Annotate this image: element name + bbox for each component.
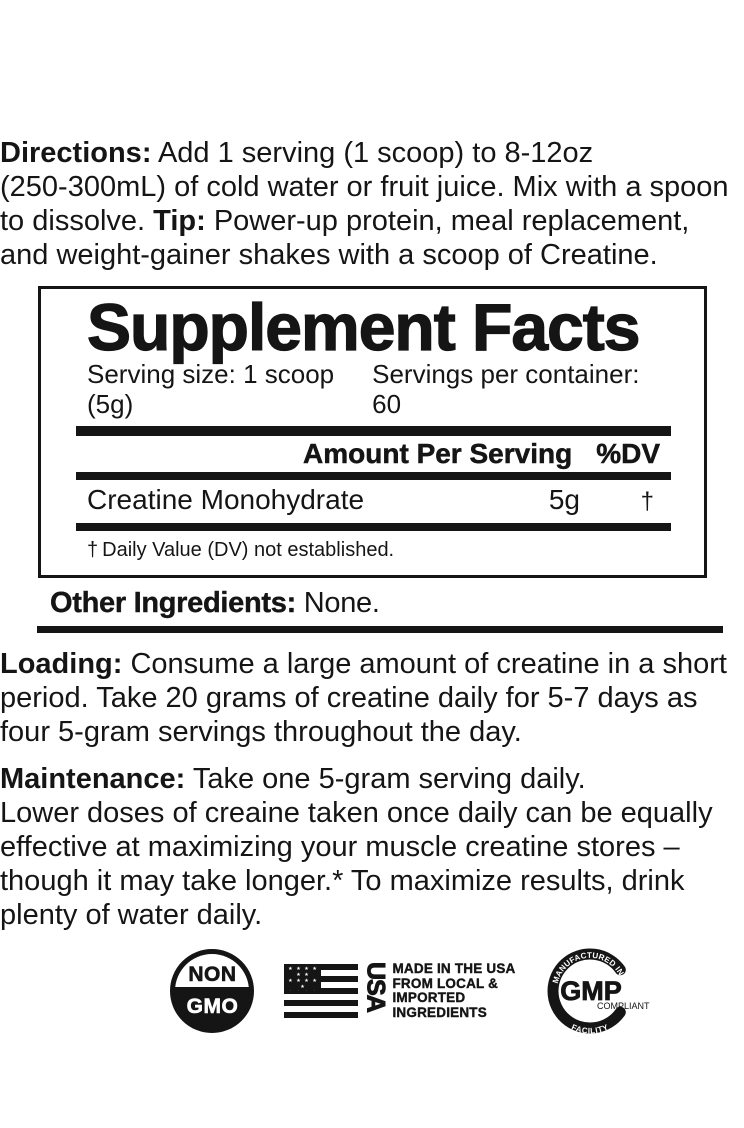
- made-in-usa-caption: MADE IN THE USA FROM LOCAL & IMPORTED IN…: [392, 961, 516, 1020]
- other-ingredients-line: Other Ingredients: None.: [50, 586, 744, 620]
- loading-paragraph: Loading: Consume a large amount of creat…: [0, 647, 744, 749]
- servings-per-container: Servings per container: 60: [372, 359, 640, 419]
- loading-label: Loading:: [0, 648, 123, 680]
- footnote-text: Daily Value (DV) not established.: [102, 539, 395, 561]
- amount-per-serving-label: Amount Per Serving: [303, 438, 573, 469]
- gmp-subtitle-label: COMPLIANT: [597, 1001, 650, 1011]
- non-gmo-divider: [175, 987, 250, 993]
- divider-thick-bar: [76, 426, 671, 436]
- other-ingredients-value: None.: [303, 587, 380, 619]
- loading-text: Consume a large amount of creatine in a …: [0, 648, 727, 748]
- non-gmo-badge-icon: NON GMO: [170, 949, 255, 1033]
- maintenance-label: Maintenance:: [0, 763, 186, 795]
- made-in-usa-badge: ★ ★ ★ ★ ★ ★ ★ ★ ★ ★ ★ ★ ★ ★ ★ ★ ★ ★ ★ ★ …: [284, 961, 516, 1020]
- certification-badges-row: NON GMO ★ ★ ★ ★ ★ ★ ★ ★ ★ ★ ★ ★ ★ ★ ★ ★ …: [0, 945, 744, 1037]
- other-ingredients-label: Other Ingredients:: [50, 587, 297, 619]
- serving-info-row: Serving size: 1 scoop (5g) Servings per …: [87, 359, 660, 419]
- non-gmo-bottom-label: GMO: [175, 993, 250, 1028]
- svg-text:FACILITY: FACILITY: [570, 1023, 610, 1036]
- directions-text: Add 1 serving (1 scoop) to 8-12oz (250-3…: [0, 137, 729, 237]
- divider-medium-bar: [76, 523, 671, 531]
- maintenance-paragraph: Maintenance: Take one 5-gram serving dai…: [0, 762, 744, 932]
- dv-header: %DV: [596, 438, 660, 469]
- maintenance-text: Take one 5-gram serving daily. Lower dos…: [0, 763, 713, 931]
- ingredient-amount: 5g: [548, 484, 580, 515]
- gmp-center-label: GMP: [560, 976, 622, 1006]
- dv-footnote: † Daily Value (DV) not established.: [87, 531, 660, 575]
- non-gmo-top-label: NON: [175, 954, 250, 987]
- horizontal-rule: [37, 626, 723, 633]
- gmp-ring: [547, 948, 626, 1034]
- ingredient-dv: †: [640, 488, 654, 515]
- facts-title: Supplement Facts: [86, 290, 641, 364]
- directions-paragraph: Directions: Add 1 serving (1 scoop) to 8…: [0, 0, 744, 272]
- usa-vertical-label: USA: [361, 962, 390, 1013]
- ingredient-name: Creatine Monohydrate: [87, 484, 365, 515]
- serving-size: Serving size: 1 scoop (5g): [87, 359, 335, 419]
- gmp-compliant-badge-icon: MANUFACTURED IN A FACILITY GMP COMPLIANT: [546, 945, 650, 1037]
- gmp-arc-bottom-label: FACILITY: [570, 1023, 610, 1036]
- star-row: ★ ★ ★ ★ ★ ★: [288, 966, 318, 978]
- tip-text: Power-up protein, meal replacement, and …: [0, 205, 690, 271]
- amount-per-serving-header: Amount Per Serving %DV: [87, 436, 660, 472]
- tip-label: Tip:: [153, 205, 206, 237]
- directions-label: Directions:: [0, 137, 152, 169]
- star-row: ★ ★ ★ ★ ★ ★: [284, 990, 321, 991]
- dagger-icon: †: [87, 539, 99, 561]
- star-row: ★ ★ ★ ★ ★: [288, 978, 318, 990]
- supplement-facts-panel: Supplement Facts Serving size: 1 scoop (…: [38, 286, 707, 578]
- divider-medium-bar: [76, 472, 671, 480]
- flag-stars: ★ ★ ★ ★ ★ ★ ★ ★ ★ ★ ★ ★ ★ ★ ★ ★ ★ ★ ★ ★ …: [284, 964, 322, 991]
- ingredient-row: Creatine Monohydrate 5g †: [87, 480, 660, 523]
- us-flag-icon: ★ ★ ★ ★ ★ ★ ★ ★ ★ ★ ★ ★ ★ ★ ★ ★ ★ ★ ★ ★ …: [284, 964, 359, 1018]
